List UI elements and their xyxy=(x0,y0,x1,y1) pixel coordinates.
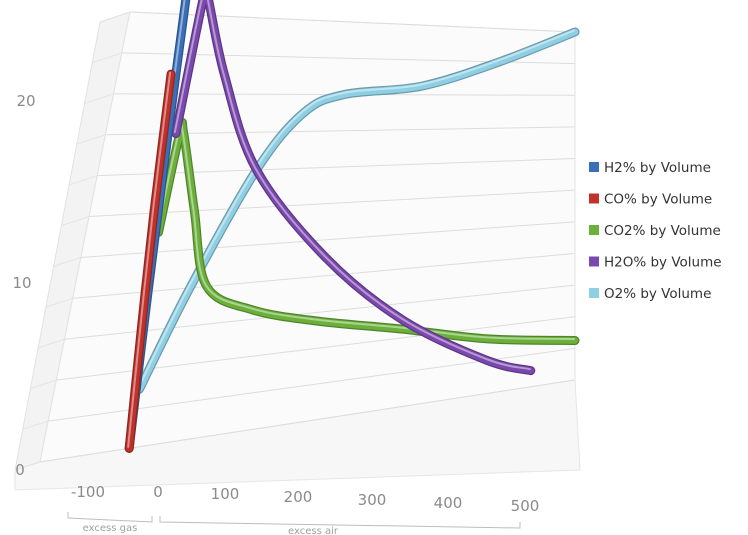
excess-air-bracket xyxy=(159,516,521,529)
series-line-4 xyxy=(134,27,580,394)
x-tick-label: 500 xyxy=(511,497,540,515)
legend-swatch xyxy=(589,256,599,267)
legend-label: CO% by Volume xyxy=(604,192,712,208)
side-gridline xyxy=(92,52,122,64)
gridline xyxy=(80,221,576,258)
series-tube xyxy=(172,0,535,374)
x-tick-label: 400 xyxy=(434,494,463,512)
series-tube xyxy=(125,70,175,452)
legend: H2% by Volume CO% by Volume CO2% by Volume… xyxy=(589,160,722,302)
y-tick-label: 20 xyxy=(16,92,35,110)
legend-label: H2O% by Volume xyxy=(604,255,722,271)
side-gridline xyxy=(22,420,49,430)
legend-label: CO2% by Volume xyxy=(604,223,721,239)
y-tick-label: 10 xyxy=(12,274,31,292)
legend-label: O2% by Volume xyxy=(604,286,711,302)
gridline xyxy=(64,284,576,340)
x-tick-label: 200 xyxy=(284,488,313,506)
side-gridline xyxy=(76,134,106,145)
excess-gas-label: excess gas xyxy=(83,523,138,534)
x-tick-label: -100 xyxy=(71,483,105,501)
side-gridline xyxy=(84,93,114,104)
gridline xyxy=(89,189,576,218)
legend-swatch xyxy=(589,225,599,235)
side-gridline xyxy=(38,338,65,349)
side-gridline xyxy=(45,297,73,308)
side-gridline xyxy=(68,175,98,186)
series-tube xyxy=(136,28,579,393)
series-tube-highlight xyxy=(173,0,531,371)
legend-label: H2% by Volume xyxy=(604,160,711,176)
x-tick-label: 100 xyxy=(211,485,240,503)
side-gridline xyxy=(53,256,82,267)
gridline xyxy=(97,158,576,177)
side-gridline xyxy=(14,461,41,471)
excess-gas-bracket xyxy=(67,512,153,523)
excess-air-label: excess air xyxy=(288,526,339,535)
legend-swatch xyxy=(589,162,599,172)
side-gridline xyxy=(30,379,57,390)
range-brackets xyxy=(67,512,521,529)
legend-swatch xyxy=(589,288,599,298)
x-tick-label: 300 xyxy=(358,491,387,509)
series-line-1 xyxy=(124,69,176,453)
y-tick-label: 0 xyxy=(15,461,25,479)
gridline xyxy=(72,252,576,299)
series-lines xyxy=(124,0,580,453)
x-tick-label: 0 xyxy=(153,483,163,501)
series-tube-highlight xyxy=(127,71,172,448)
side-gridline xyxy=(61,216,90,227)
series-tube-highlight xyxy=(137,29,575,389)
series-line-3 xyxy=(171,0,536,376)
legend-swatch xyxy=(589,193,599,204)
side-gridline xyxy=(99,11,131,23)
